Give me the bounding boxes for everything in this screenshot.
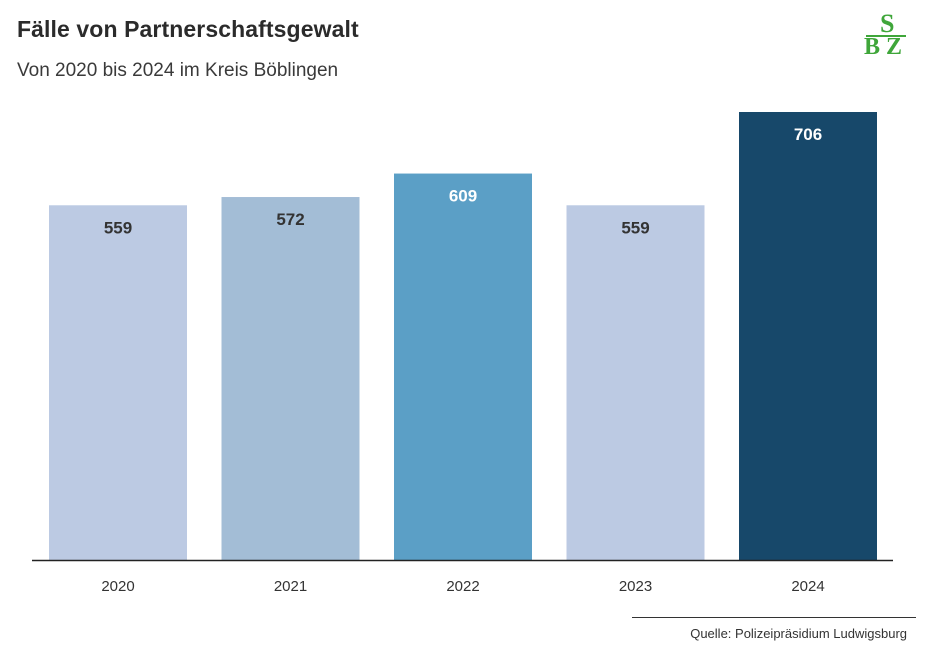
bar-2023 xyxy=(566,205,705,560)
svg-text:S: S xyxy=(880,10,894,38)
chart-title: Fälle von Partnerschaftsgewalt xyxy=(17,16,359,42)
data-label-2024: 706 xyxy=(794,125,822,144)
x-tick-label-2022: 2022 xyxy=(446,578,479,595)
svg-text:Z: Z xyxy=(886,34,902,58)
bar-2020 xyxy=(49,205,187,560)
source-divider xyxy=(632,617,916,618)
x-tick-label-2020: 2020 xyxy=(101,578,134,595)
data-label-2020: 559 xyxy=(104,218,132,237)
source-note: Quelle: Polizeipräsidium Ludwigsburg xyxy=(690,626,907,641)
data-label-2023: 559 xyxy=(621,218,649,237)
data-label-2022: 609 xyxy=(449,187,477,206)
data-label-2021: 572 xyxy=(276,210,304,229)
svg-text:B: B xyxy=(864,34,880,58)
bar-2021 xyxy=(221,197,360,560)
sbz-logo: S B Z xyxy=(862,10,910,58)
x-tick-label-2021: 2021 xyxy=(274,578,307,595)
chart-subtitle: Von 2020 bis 2024 im Kreis Böblingen xyxy=(17,60,339,81)
x-tick-label-2024: 2024 xyxy=(791,578,824,595)
bar-2022 xyxy=(394,173,532,560)
bar-2024 xyxy=(739,112,877,560)
x-tick-label-2023: 2023 xyxy=(619,578,652,595)
